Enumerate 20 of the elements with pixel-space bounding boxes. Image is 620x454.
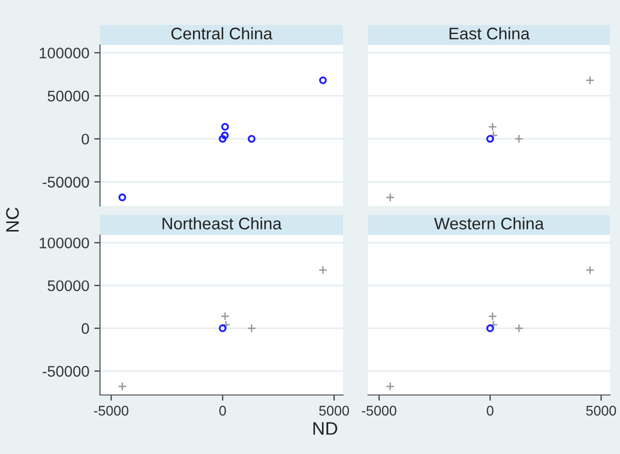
x-tick-label: 0: [219, 406, 226, 416]
x-tick-label: 5000: [319, 406, 349, 416]
x-tick-label: 5000: [586, 406, 616, 416]
x-tick-label: 0: [486, 406, 494, 416]
y-tick-label: -50000: [42, 366, 89, 377]
x-tick-label: -5000: [94, 406, 128, 416]
y-tick-label: 100000: [40, 48, 89, 58]
chart-title: Northeast China: [162, 217, 282, 230]
chart-title: Central China: [171, 27, 272, 40]
y-tick-label: 0: [82, 134, 89, 145]
x-axis-title: ND: [313, 422, 338, 435]
y-tick-label: -50000: [42, 176, 89, 188]
chart-title: Western China: [434, 217, 544, 230]
y-axis-title: NC: [6, 208, 19, 232]
x-tick-label: -5000: [362, 406, 396, 416]
y-tick-label: 50000: [48, 90, 89, 102]
y-tick-label: 100000: [40, 238, 89, 248]
y-tick-label: 0: [82, 323, 89, 334]
chart-title: East China: [450, 27, 530, 40]
y-tick-label: 50000: [48, 280, 89, 292]
